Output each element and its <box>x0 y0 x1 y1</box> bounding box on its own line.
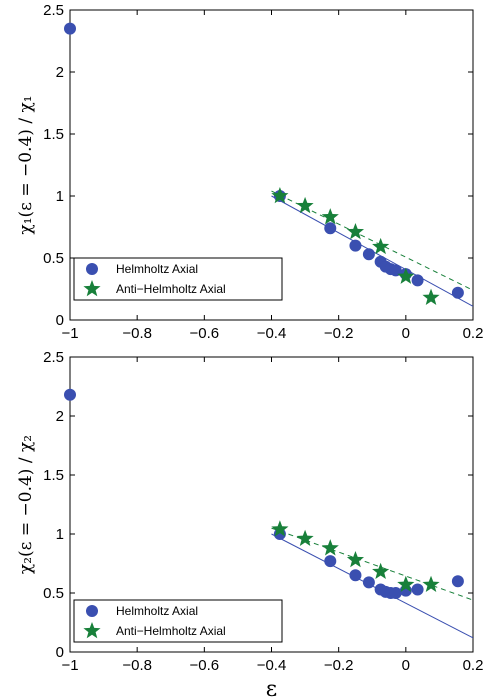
legend <box>73 257 283 301</box>
x-tick-label: −0.4 <box>257 657 287 674</box>
helmholtz-point <box>362 248 375 261</box>
x-tick-label: −0.8 <box>122 657 152 674</box>
y-tick-label: 0 <box>56 644 64 661</box>
anti-helmholtz-point <box>296 196 314 214</box>
anti-helmholtz-point <box>372 237 390 255</box>
anti-helmholtz-point <box>321 208 339 225</box>
top-chart: −1 −0.8 −0.6 −0.4 −0.2 0 0.2 0 0.5 1 1.5 2 2.5 Helmho… <box>16 2 483 342</box>
anti-helmholtz-point <box>346 222 365 240</box>
x-tick-label: −0.6 <box>190 657 220 674</box>
y-tick-label: 1 <box>56 526 64 543</box>
helmholtz-point <box>324 555 337 568</box>
y-tick-label: 2.5 <box>43 2 64 19</box>
helmholtz-point <box>362 576 375 589</box>
y-axis-label: χ₁(ε = −0.4) / χ₁ <box>16 95 36 234</box>
legend-label: Helmholtz Axial <box>116 604 198 618</box>
bottom-chart: −1 −0.8 −0.6 −0.4 −0.2 0 0.2 0 0.5 1 1.5 2 2.5 Helmho… <box>16 349 483 700</box>
x-tick-label: −1 <box>61 325 78 342</box>
helmholtz-point <box>64 388 76 401</box>
legend-circle-marker <box>86 263 98 275</box>
y-tick-label: 1.5 <box>43 126 64 143</box>
helmholtz-point <box>451 286 464 299</box>
helmholtz-point <box>411 274 424 287</box>
helmholtz-point <box>349 239 362 252</box>
y-tick-label: 1 <box>56 188 64 205</box>
x-tick-label: 0.2 <box>463 325 484 342</box>
x-tick-label: 0 <box>402 325 410 342</box>
anti-helmholtz-point <box>271 520 289 537</box>
helmholtz-point <box>389 264 402 277</box>
x-tick-label: −0.6 <box>190 325 220 342</box>
legend-star-marker <box>83 622 101 639</box>
y-tick-label: 0 <box>56 312 64 329</box>
helmholtz-point <box>324 222 337 235</box>
y-tick-label: 0.5 <box>43 250 64 267</box>
x-axis-label: ε <box>266 677 277 700</box>
x-tick-label: 0 <box>402 657 410 674</box>
anti-helmholtz-point <box>372 562 390 580</box>
legend-star-marker <box>83 280 101 297</box>
y-tick-label: 1.5 <box>43 467 64 484</box>
x-tick-label: −0.4 <box>257 325 287 342</box>
legend <box>73 599 283 643</box>
anti-helmholtz-point <box>422 288 440 305</box>
y-tick-label: 2.5 <box>43 349 64 366</box>
legend-label: Helmholtz Axial <box>116 262 198 276</box>
helmholtz-point <box>349 569 362 582</box>
helmholtz-point <box>389 587 402 599</box>
y-tick-label: 2 <box>56 408 64 425</box>
legend-circle-marker <box>86 605 98 617</box>
anti-helmholtz-point <box>321 539 339 556</box>
anti-helmholtz-point <box>422 575 440 593</box>
x-tick-label: −1 <box>61 657 78 674</box>
helmholtz-point <box>451 575 464 588</box>
y-axis-label: χ₂(ε = −0.4) / χ₂ <box>16 435 36 574</box>
anti-helmholtz-point <box>397 575 415 593</box>
anti-helmholtz-point <box>397 267 415 284</box>
x-tick-label: −0.2 <box>324 325 354 342</box>
legend-label: Anti−Helmholtz Axial <box>116 282 226 296</box>
y-tick-label: 2 <box>56 64 64 81</box>
helmholtz-point <box>411 583 424 596</box>
y-tick-label: 0.5 <box>43 585 64 602</box>
legend-label: Anti−Helmholtz Axial <box>116 624 226 638</box>
helmholtz-point <box>64 22 76 35</box>
anti-helmholtz-point <box>346 550 365 568</box>
anti-helmholtz-point <box>271 187 289 204</box>
x-tick-label: 0.2 <box>463 657 484 674</box>
anti-helmholtz-point <box>296 529 314 546</box>
x-tick-label: −0.2 <box>324 657 354 674</box>
x-tick-label: −0.8 <box>122 325 152 342</box>
